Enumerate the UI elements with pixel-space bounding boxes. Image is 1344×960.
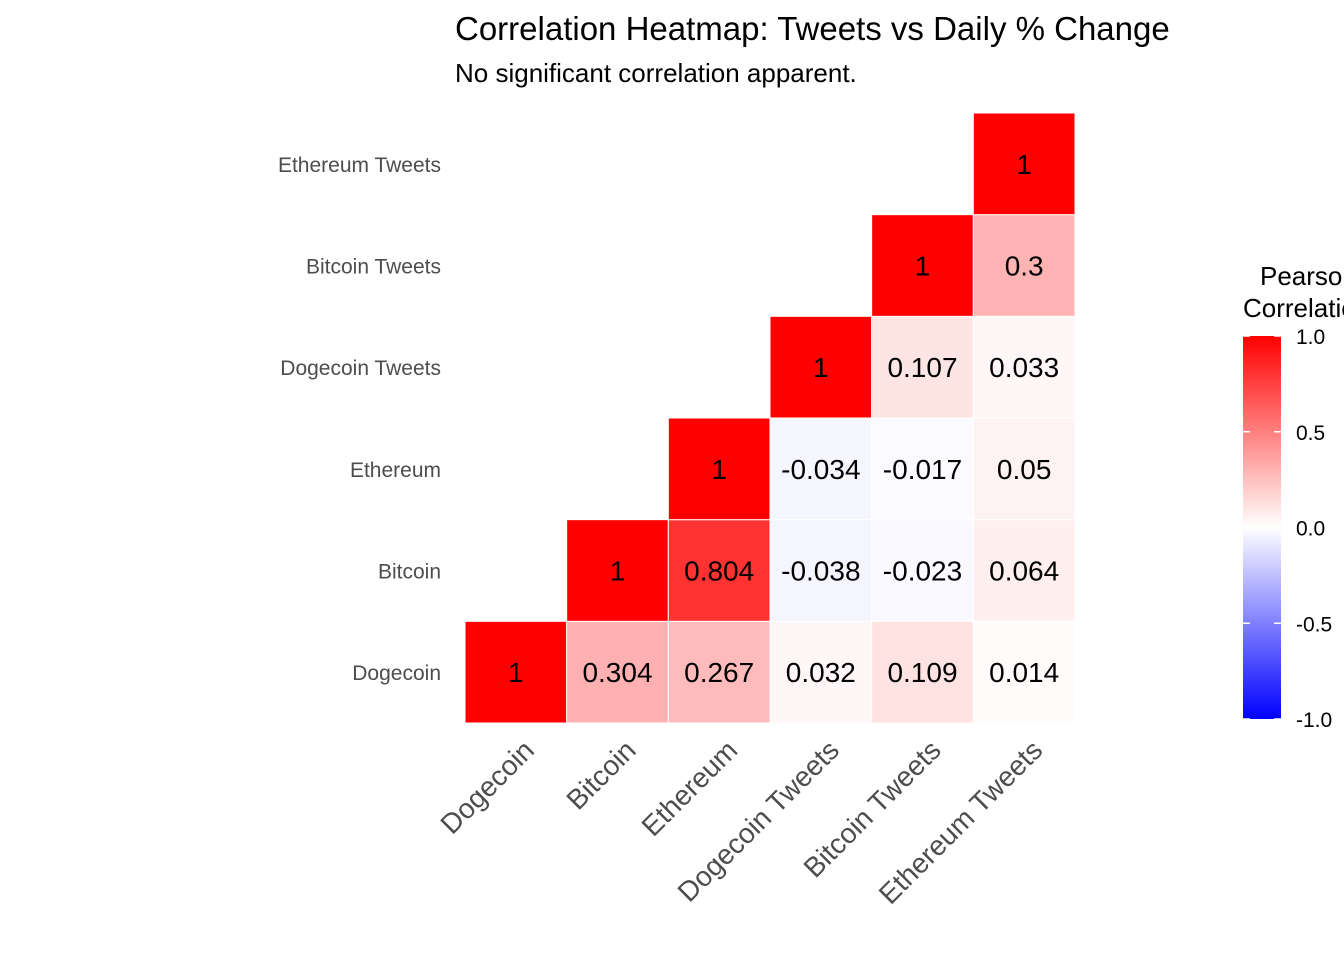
heatmap-cell — [972, 620, 1076, 724]
cell-value-label: 1 — [915, 251, 931, 282]
heatmap-cell — [769, 519, 873, 622]
heatmap-cell — [871, 620, 974, 724]
heatmap-cell — [667, 519, 771, 622]
cell-value-label: 0.032 — [786, 657, 856, 688]
cell-value-label: -0.023 — [883, 556, 962, 587]
heatmap-cell — [871, 315, 974, 419]
cell-value-label: 0.267 — [684, 657, 754, 688]
heatmap-cell — [871, 214, 974, 317]
x-tick-bitcoin: Bitcoin — [560, 734, 641, 815]
cell-value-label: -0.034 — [781, 454, 860, 485]
heatmap-cell — [972, 417, 1076, 521]
cell-value-label: 0.107 — [887, 352, 957, 383]
y-tick-bitcoin-tweets: Bitcoin Tweets — [306, 256, 441, 279]
cell-value-label: 1 — [508, 657, 524, 688]
heatmap-cell — [566, 620, 669, 724]
cell-value-label: 0.064 — [989, 556, 1059, 587]
y-tick-dogecoin: Dogecoin — [352, 662, 441, 685]
y-axis-tick-labels: Dogecoin Bitcoin Ethereum Dogecoin Tweets Bi… — [278, 154, 441, 685]
heatmap-cell — [464, 620, 568, 724]
legend-tick-label: 0.0 — [1296, 518, 1325, 541]
heatmap-cell — [566, 519, 669, 622]
color-legend: Pearson Correlation 1.0 0.5 0.0 -0.5 -1.0 — [1243, 261, 1344, 732]
heatmap-cell — [972, 519, 1076, 622]
heatmap-cell — [769, 620, 873, 724]
heatmap-cell — [769, 417, 873, 521]
y-tick-ethereum: Ethereum — [350, 459, 441, 482]
cell-value-label: 1 — [1016, 149, 1032, 180]
cell-value-label: 1 — [610, 556, 626, 587]
cell-value-label: 0.804 — [684, 556, 754, 587]
legend-tick-label: -1.0 — [1296, 709, 1332, 732]
heatmap-cell — [972, 315, 1076, 419]
cell-value-label: 0.109 — [887, 657, 957, 688]
heatmap-cell — [871, 519, 974, 622]
x-tick-ethereum: Ethereum — [636, 734, 744, 842]
cell-value-label: 0.033 — [989, 352, 1059, 383]
cell-value-label: 0.05 — [997, 454, 1052, 485]
heatmap-cell — [667, 417, 771, 521]
legend-title-line-2: Correlation — [1243, 293, 1344, 323]
heatmap-cells: 1 0.304 0.267 0.032 0.109 0.014 1 0.804 -0.038 -0… — [464, 112, 1076, 724]
y-tick-bitcoin: Bitcoin — [378, 561, 441, 584]
legend-tick-label: 0.5 — [1296, 422, 1325, 445]
legend-ticks: 1.0 0.5 0.0 -0.5 -1.0 — [1243, 326, 1332, 732]
heatmap-cell — [972, 214, 1076, 317]
cell-value-label: 0.304 — [582, 657, 652, 688]
heatmap-cell — [972, 112, 1076, 216]
chart-subtitle: No significant correlation apparent. — [455, 58, 857, 88]
legend-tick-label: 1.0 — [1296, 326, 1325, 349]
cell-value-label: 1 — [711, 454, 727, 485]
cell-value-label: 0.3 — [1005, 251, 1044, 282]
cell-value-label: -0.038 — [781, 556, 860, 587]
y-tick-ethereum-tweets: Ethereum Tweets — [278, 154, 441, 177]
cell-value-label: -0.017 — [883, 454, 962, 485]
cell-value-label: 0.014 — [989, 657, 1059, 688]
heatmap-cell — [769, 315, 873, 419]
y-tick-dogecoin-tweets: Dogecoin Tweets — [280, 357, 441, 380]
x-tick-dogecoin: Dogecoin — [434, 734, 540, 840]
chart-title: Correlation Heatmap: Tweets vs Daily % C… — [455, 10, 1170, 47]
cell-value-label: 1 — [813, 352, 829, 383]
legend-title-line-1: Pearson — [1260, 261, 1344, 291]
legend-tick-label: -0.5 — [1296, 613, 1332, 636]
